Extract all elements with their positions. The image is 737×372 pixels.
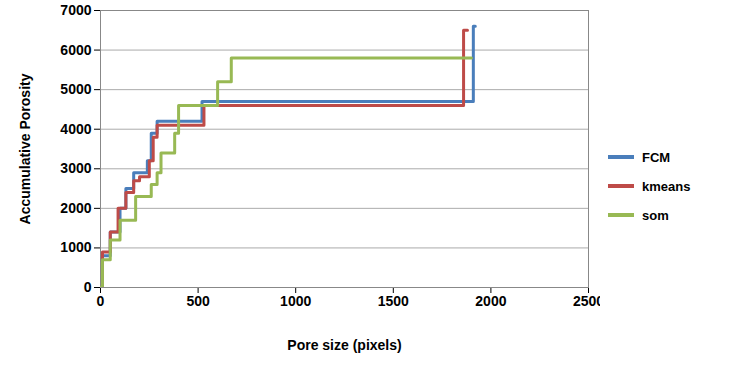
svg-text:1000: 1000 [280,293,311,309]
svg-text:5000: 5000 [60,81,91,97]
svg-text:2000: 2000 [60,200,91,216]
html-text:kmeans: kmeans [642,178,691,194]
svg-text:0: 0 [97,293,105,309]
svg-text:3000: 3000 [60,160,91,176]
svg-text:1000: 1000 [60,239,91,255]
svg-text:Pore size (pixels): Pore size (pixels) [287,337,401,353]
svg-text:4000: 4000 [60,121,91,137]
svg-text:0: 0 [84,279,92,295]
svg-text:7000: 7000 [60,2,91,18]
html-text:FCM: FCM [642,149,671,165]
svg-text:6000: 6000 [60,42,91,58]
svg-text:500: 500 [186,293,210,309]
svg-text:Accumulative Porosity: Accumulative Porosity [17,73,33,224]
svg-text:2500: 2500 [573,293,600,309]
html-text:som: som [642,207,669,223]
svg-text:2000: 2000 [475,293,506,309]
svg-text:1500: 1500 [378,293,409,309]
